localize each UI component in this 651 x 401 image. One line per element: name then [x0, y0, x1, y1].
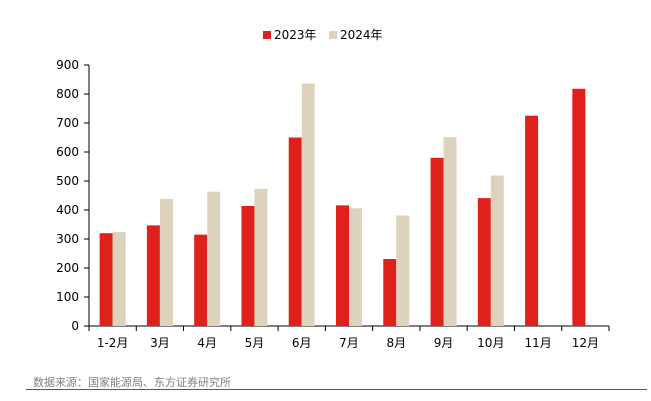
y-tick-label: 0: [71, 319, 79, 333]
x-tick-label: 12月: [572, 336, 599, 350]
x-tick-label: 10月: [477, 336, 504, 350]
x-tick-label: 8月: [386, 336, 406, 350]
bar-series-2: [112, 232, 126, 326]
legend-label: 2024年: [340, 28, 383, 42]
y-tick-label: 300: [56, 232, 79, 246]
x-axis: 1-2月 3月 4月 5月 6月 7月 8月 9月 10月 11月 12月: [88, 325, 610, 350]
bar-series-2: [443, 137, 457, 326]
bar-series-2: [396, 215, 410, 326]
bar-series-1: [194, 234, 208, 326]
bar-series-1: [146, 225, 160, 326]
bar-series-1: [383, 259, 397, 326]
y-tick-label: 800: [56, 87, 79, 101]
legend: 2023年 2024年: [263, 28, 383, 42]
y-tick-label: 400: [56, 203, 79, 217]
bar-series-1: [336, 205, 349, 326]
x-tick-label: 5月: [245, 336, 265, 350]
bar-series-1: [572, 88, 586, 326]
x-tick-label: 6月: [292, 336, 312, 350]
bar-series-1: [241, 205, 255, 326]
legend-label: 2023年: [274, 28, 317, 42]
y-tick-label: 900: [56, 58, 79, 72]
bars: [99, 83, 586, 326]
y-tick-label: 700: [56, 116, 79, 130]
bar-series-1: [477, 198, 491, 326]
bar-series-1: [288, 137, 302, 326]
bar-series-2: [301, 83, 315, 326]
y-tick-label: 100: [56, 290, 79, 304]
y-tick-label: 200: [56, 261, 79, 275]
y-tick-label: 500: [56, 174, 79, 188]
bar-series-2: [159, 198, 173, 326]
y-axis: 0 100 200 300 400 500 600 700 800 900: [56, 58, 90, 333]
bar-series-2: [254, 188, 268, 326]
x-tick-label: 4月: [197, 336, 217, 350]
source-note: 数据来源：国家能源局、东方证券研究所: [33, 376, 231, 389]
y-tick-label: 600: [56, 145, 79, 159]
x-tick-label: 11月: [524, 336, 551, 350]
source-divider: [26, 389, 647, 390]
bar-series-1: [430, 157, 444, 326]
bar-series-1: [525, 115, 539, 326]
x-tick-label: 7月: [339, 336, 359, 350]
bar-series-2: [207, 191, 221, 326]
bar-series-1: [99, 233, 113, 326]
bar-series-2: [490, 175, 504, 326]
x-tick-label: 1-2月: [97, 336, 129, 350]
bar-series-2: [349, 208, 362, 326]
x-tick-label: 9月: [434, 336, 454, 350]
legend-swatch: [329, 31, 337, 39]
x-tick-label: 3月: [150, 336, 170, 350]
legend-swatch: [263, 31, 271, 39]
